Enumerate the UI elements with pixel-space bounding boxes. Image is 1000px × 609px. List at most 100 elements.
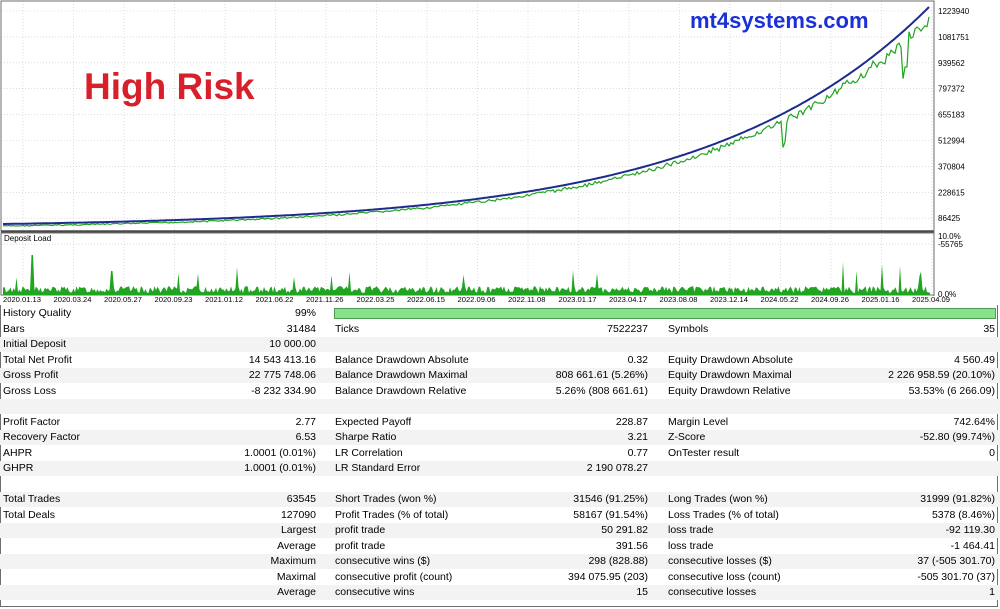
report-value-1: 2.77 — [295, 415, 316, 428]
report-label-3: Z-Score — [668, 431, 706, 443]
report-value-2: 0.77 — [627, 446, 648, 459]
report-label-3: consecutive loss (count) — [668, 570, 781, 583]
x-tick-label: 2024.09.26 — [811, 295, 849, 304]
report-value-3: 2 226 958.59 (20.10%) — [888, 369, 995, 381]
report-value-2: 15 — [636, 586, 648, 598]
report-label-1: Total Net Profit — [3, 353, 72, 366]
report-value-2: 228.87 — [615, 415, 648, 428]
report-value-3: 1 — [989, 586, 995, 598]
report-label-3: Equity Drawdown Relative — [668, 384, 791, 397]
report-value-1: Average — [277, 539, 316, 552]
report-label-3: Equity Drawdown Absolute — [668, 353, 793, 366]
x-tick-label: 2020.09.23 — [155, 295, 193, 304]
report-value-1: 127090 — [280, 508, 316, 521]
report-value-2: 391.56 — [615, 539, 648, 552]
report-label-3: Loss Trades (% of total) — [668, 508, 779, 521]
x-tick-label: 2023.08.08 — [660, 295, 698, 304]
report-value-1: 31484 — [286, 322, 316, 335]
report-label-2: Balance Drawdown Relative — [335, 384, 467, 397]
history-quality-value: 99% — [294, 307, 316, 319]
site-watermark: mt4systems.com — [690, 8, 869, 33]
report-label-1: Initial Deposit — [3, 338, 67, 350]
x-tick-label: 2023.12.14 — [710, 295, 748, 304]
report-label-1: GHPR — [3, 462, 34, 474]
report-row: Gross Loss -8 232 334.90 Balance Drawdown … — [0, 384, 1000, 399]
report-row: AHPR 1.0001 (0.01%) LR Correlation 0.77 OnTe… — [0, 446, 1000, 461]
report-row: Profit Factor 2.77 Expected Payoff 228.87 Ma… — [0, 415, 1000, 430]
x-tick-label: 2025.01.16 — [862, 295, 900, 304]
report-value-3: 31999 (91.82%) — [920, 493, 995, 505]
report-row — [0, 399, 1000, 414]
deposit-load-series — [3, 255, 930, 295]
report-value-1: Average — [277, 586, 316, 598]
report-label-3: consecutive losses — [668, 586, 757, 598]
report-row — [0, 477, 1000, 492]
report-label-1: Bars — [3, 322, 25, 335]
report-value-3: -505 301.70 (37) — [917, 570, 995, 583]
report-value-2: 31546 (91.25%) — [573, 493, 648, 505]
report-label-3: consecutive losses ($) — [668, 555, 772, 567]
report-row: Average profit trade 391.56 loss trade -1 46… — [0, 539, 1000, 554]
x-axis-ticks: 2020.01.13 2020.03.24 2020.05.27 2020.09.23… — [3, 295, 950, 304]
x-tick-label: 2023.04.17 — [609, 295, 647, 304]
y-tick-label: 86425 — [938, 214, 961, 223]
chart-grid — [1, 1, 934, 295]
report-label-2: LR Standard Error — [335, 462, 421, 474]
report-row: GHPR 1.0001 (0.01%) LR Standard Error 2 190… — [0, 461, 1000, 476]
report-value-3: 37 (-505 301.70) — [917, 555, 995, 567]
x-tick-label: 2021.11.26 — [306, 295, 343, 304]
report-label-2: Balance Drawdown Maximal — [335, 369, 468, 381]
y-tick-label: -55765 — [938, 240, 963, 249]
report-label-1: Total Deals — [3, 508, 55, 521]
report-value-1: 1.0001 (0.01%) — [244, 462, 316, 474]
report-row: Total Net Profit 14 543 413.16 Balance Dra… — [0, 353, 1000, 368]
x-tick-label: 2022.09.06 — [458, 295, 496, 304]
report-label-2: Expected Payoff — [335, 415, 412, 428]
report-label-2: Ticks — [335, 322, 360, 335]
report-value-1: 1.0001 (0.01%) — [244, 446, 316, 459]
report-label-3: loss trade — [668, 539, 714, 552]
report-value-2: 58167 (91.54%) — [573, 508, 648, 521]
report-value-3: 53.53% (6 266.09) — [908, 384, 995, 397]
history-quality-bar — [334, 308, 996, 319]
report-row: Average consecutive wins 15 consecutive los… — [0, 585, 1000, 600]
report-label-2: consecutive wins — [335, 586, 415, 598]
report-label-3: Equity Drawdown Maximal — [668, 369, 792, 381]
x-tick-label: 2022.11.08 — [508, 295, 545, 304]
y-tick-label: 370804 — [938, 162, 965, 171]
x-tick-label: 2021.01.12 — [205, 295, 243, 304]
report-value-1: Maximum — [270, 555, 316, 567]
risk-watermark: High Risk — [84, 66, 255, 107]
report-label-2: profit trade — [335, 539, 386, 552]
y-tick-label: 797372 — [938, 85, 965, 94]
report-value-1: 22 775 748.06 — [248, 369, 316, 381]
y-tick-label: 1223940 — [938, 7, 970, 16]
x-tick-label: 2020.05.27 — [104, 295, 142, 304]
report-label-2: consecutive wins ($) — [335, 555, 431, 567]
report-label-1: Total Trades — [3, 493, 61, 505]
history-quality-row: History Quality 99% — [0, 306, 1000, 321]
report-row: Total Deals 127090 Profit Trades (% of tot… — [0, 508, 1000, 523]
report-label-3: loss trade — [668, 524, 714, 536]
report-row: Total Trades 63545 Short Trades (won %) 315… — [0, 492, 1000, 507]
report-label-2: Profit Trades (% of total) — [335, 508, 449, 521]
load-tick-label: 10.0% — [938, 232, 961, 241]
x-tick-label: 2020.01.13 — [3, 295, 41, 304]
report-value-3: 0 — [989, 446, 995, 459]
report-value-2: 5.26% (808 661.61) — [555, 384, 648, 397]
report-value-3: 742.64% — [953, 415, 995, 428]
report-label-1: Recovery Factor — [3, 431, 81, 443]
report-label-2: LR Correlation — [335, 446, 403, 459]
report-row: Gross Profit 22 775 748.06 Balance Drawdow… — [0, 368, 1000, 383]
history-quality-label: History Quality — [3, 307, 72, 319]
report-value-2: 3.21 — [627, 431, 648, 443]
load-axis-ticks: 10.0% 0.0% — [938, 232, 961, 299]
y-tick-label: 655183 — [938, 111, 965, 120]
report-value-1: 10 000.00 — [269, 338, 316, 350]
x-tick-label: 2024.05.22 — [761, 295, 799, 304]
report-label-2: consecutive profit (count) — [335, 570, 453, 583]
x-tick-label: 2022.03.25 — [357, 295, 395, 304]
report-label-1: AHPR — [3, 446, 33, 459]
x-tick-label: 2022.06.15 — [407, 295, 445, 304]
y-tick-label: 228615 — [938, 188, 965, 197]
